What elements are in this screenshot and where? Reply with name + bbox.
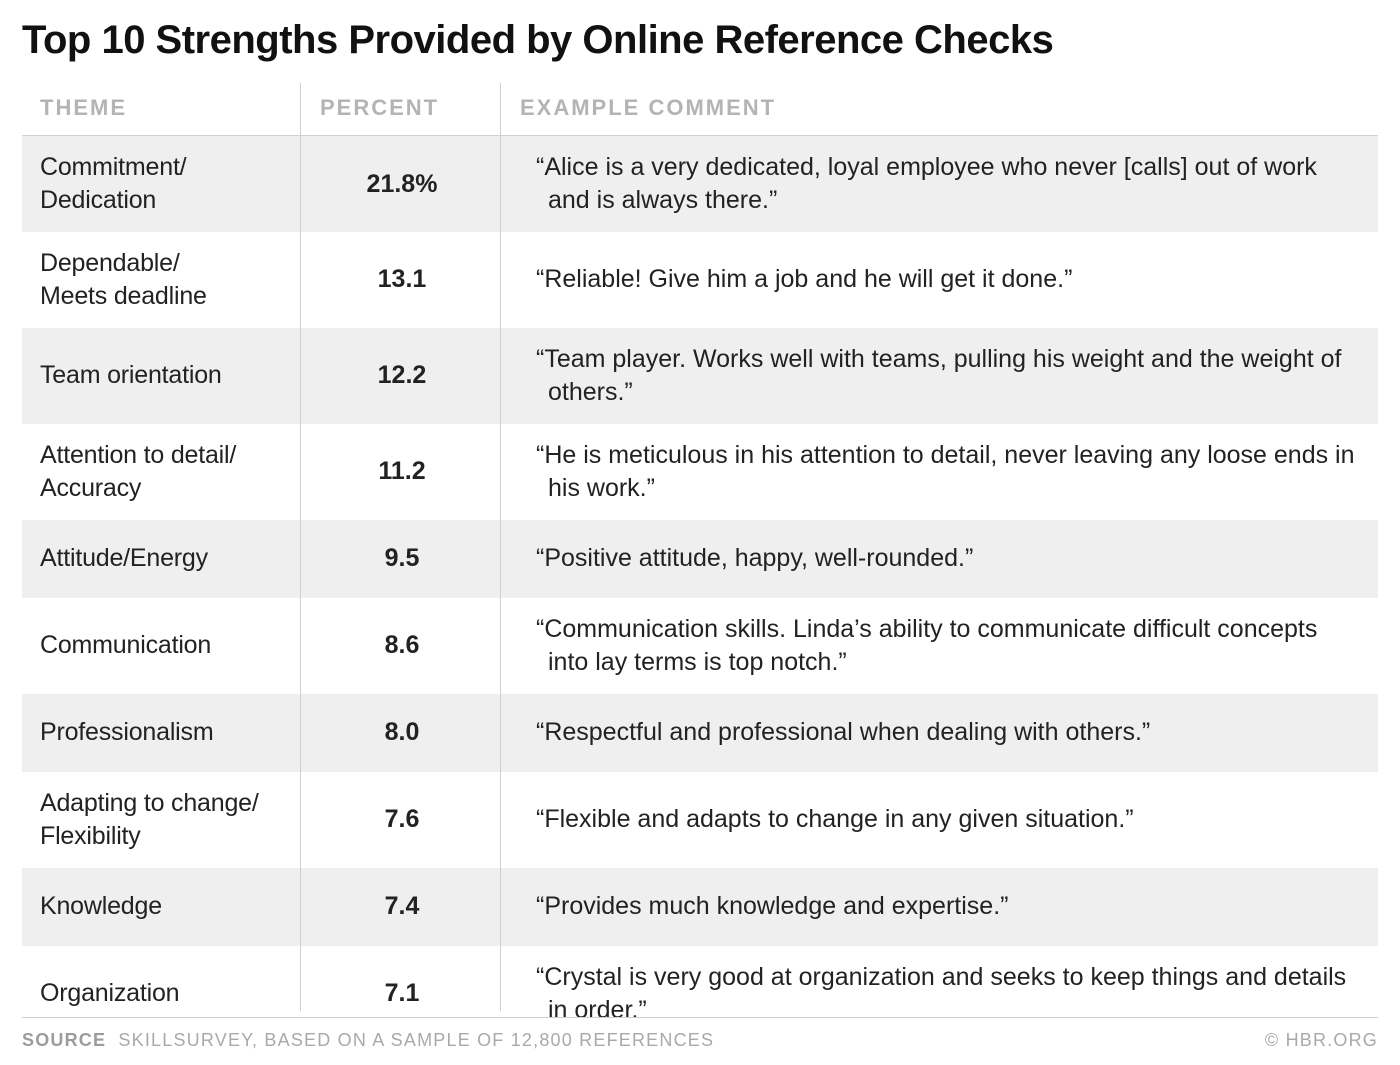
cell-theme: Communication — [22, 598, 302, 694]
cell-comment: “Respectful and professional when dealin… — [502, 694, 1378, 772]
chart-title: Top 10 Strengths Provided by Online Refe… — [22, 18, 1378, 63]
source-line: SOURCE SKILLSURVEY, BASED ON A SAMPLE OF… — [22, 1030, 714, 1051]
cell-percent: 8.0 — [302, 694, 502, 772]
table-row: Dependable/Meets deadline13.1“Reliable! … — [22, 232, 1378, 328]
table-row: Communication8.6“Communication skills. L… — [22, 598, 1378, 694]
cell-theme: Attention to detail/Accuracy — [22, 424, 302, 520]
footer: SOURCE SKILLSURVEY, BASED ON A SAMPLE OF… — [22, 1017, 1378, 1051]
cell-comment: “Flexible and adapts to change in any gi… — [502, 772, 1378, 868]
cell-percent: 7.4 — [302, 868, 502, 946]
table-header-row: THEME PERCENT EXAMPLE COMMENT — [22, 85, 1378, 136]
figure-container: Top 10 Strengths Provided by Online Refe… — [0, 0, 1400, 1065]
cell-percent: 21.8% — [302, 136, 502, 232]
table-row: Team orientation12.2“Team player. Works … — [22, 328, 1378, 424]
source-text: SKILLSURVEY, BASED ON A SAMPLE OF 12,800… — [118, 1030, 714, 1050]
cell-theme: Attitude/Energy — [22, 520, 302, 598]
cell-comment: “Alice is a very dedicated, loyal employ… — [502, 136, 1378, 232]
table-row: Professionalism8.0“Respectful and profes… — [22, 694, 1378, 772]
cell-percent: 7.6 — [302, 772, 502, 868]
cell-theme: Dependable/Meets deadline — [22, 232, 302, 328]
col-header-theme: THEME — [22, 85, 302, 136]
table-row: Adapting to change/Flexibility7.6“Flexib… — [22, 772, 1378, 868]
cell-comment: “Communication skills. Linda’s ability t… — [502, 598, 1378, 694]
copyright: © HBR.ORG — [1265, 1030, 1378, 1051]
cell-theme: Adapting to change/Flexibility — [22, 772, 302, 868]
table-row: Attitude/Energy9.5“Positive attitude, ha… — [22, 520, 1378, 598]
cell-comment: “Reliable! Give him a job and he will ge… — [502, 232, 1378, 328]
cell-comment: “Positive attitude, happy, well-rounded.… — [502, 520, 1378, 598]
cell-comment: “Team player. Works well with teams, pul… — [502, 328, 1378, 424]
source-label: SOURCE — [22, 1030, 106, 1050]
cell-percent: 13.1 — [302, 232, 502, 328]
table-row: Commitment/Dedication21.8%“Alice is a ve… — [22, 136, 1378, 232]
cell-theme: Knowledge — [22, 868, 302, 946]
strengths-table: THEME PERCENT EXAMPLE COMMENT Commitment… — [22, 85, 1378, 1042]
cell-percent: 8.6 — [302, 598, 502, 694]
table-body: Commitment/Dedication21.8%“Alice is a ve… — [22, 136, 1378, 1042]
cell-theme: Professionalism — [22, 694, 302, 772]
cell-comment: “Provides much knowledge and expertise.” — [502, 868, 1378, 946]
column-divider — [300, 83, 301, 1011]
col-header-comment: EXAMPLE COMMENT — [502, 85, 1378, 136]
table-row: Attention to detail/Accuracy11.2“He is m… — [22, 424, 1378, 520]
cell-theme: Commitment/Dedication — [22, 136, 302, 232]
cell-percent: 12.2 — [302, 328, 502, 424]
cell-theme: Team orientation — [22, 328, 302, 424]
cell-percent: 9.5 — [302, 520, 502, 598]
column-divider — [500, 83, 501, 1011]
cell-comment: “He is meticulous in his attention to de… — [502, 424, 1378, 520]
table-row: Knowledge7.4“Provides much knowledge and… — [22, 868, 1378, 946]
cell-percent: 11.2 — [302, 424, 502, 520]
col-header-percent: PERCENT — [302, 85, 502, 136]
